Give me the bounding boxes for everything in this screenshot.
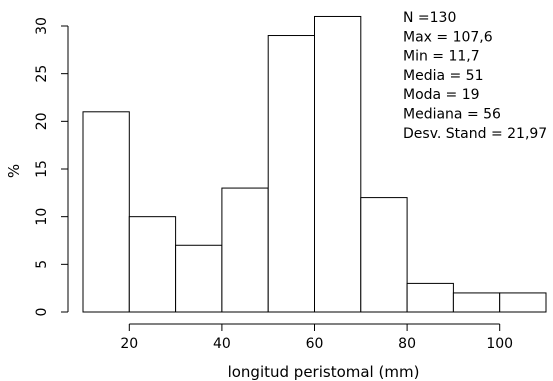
histogram-bar-100-110 [499,292,547,313]
histogram-bar-30-40 [175,244,223,313]
histogram-bars [82,15,547,313]
stat-annotation-line: Media = 51 [403,68,484,84]
x-tick-label: 20 [120,336,138,352]
y-tick-label: 30 [34,17,50,35]
stat-annotation-line: Moda = 19 [403,87,480,103]
y-tick-label: 0 [34,308,50,317]
histogram-bar-40-50 [221,187,269,313]
y-tick-label: 10 [34,208,50,226]
histogram-bar-10-20 [82,111,130,313]
y-tick-label: 20 [34,112,50,130]
stat-annotation-line: Min = 11,7 [403,49,480,65]
x-axis: 20 40 60 80 100 [120,323,513,352]
histogram-bar-70-80 [360,197,408,313]
x-tick-label: 40 [213,336,231,352]
y-tick-label: 5 [34,260,50,269]
stat-annotation-line: Mediana = 56 [403,107,501,123]
histogram-bar-60-70 [314,15,362,313]
histogram-bar-20-30 [128,216,177,313]
histogram-bar-80-90 [406,282,454,313]
x-tick-label: 80 [398,336,416,352]
stat-annotation-line: N =130 [403,10,456,26]
y-tick-label: 15 [34,160,50,178]
stat-annotation-line: Desv. Stand = 21,97 [403,126,547,142]
y-axis-label: % [5,164,23,178]
y-axis: 0 5 10 15 20 25 30 [34,17,69,317]
x-axis-label: longitud peristomal (mm) [228,363,420,381]
stats-annotations: N =130 Max = 107,6 Min = 11,7 Media = 51 Mod… [403,10,547,142]
x-tick-label: 60 [306,336,324,352]
y-tick-label: 25 [34,65,50,83]
stat-annotation-line: Max = 107,6 [403,29,493,45]
histogram-bar-50-60 [267,35,316,313]
x-tick-label: 100 [486,336,513,352]
histogram-bar-90-100 [452,292,501,313]
